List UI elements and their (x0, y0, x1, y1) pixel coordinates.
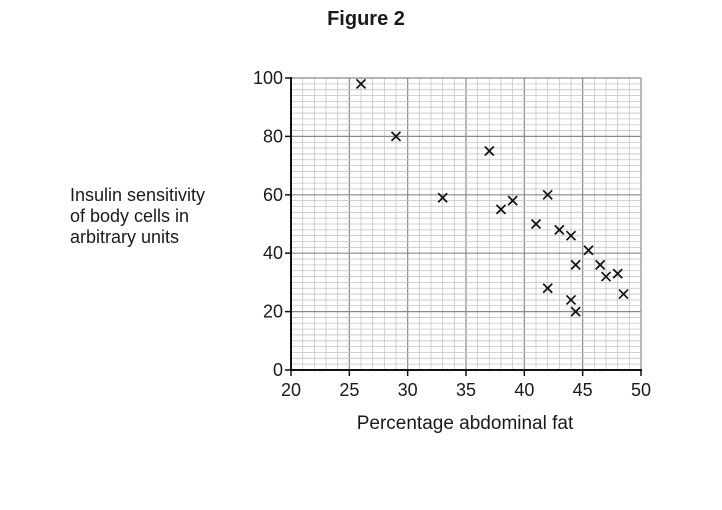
x-tick-label: 40 (514, 380, 534, 400)
data-point (495, 204, 507, 215)
y-tick-label: 40 (263, 243, 283, 263)
data-point (507, 195, 518, 206)
data-point (570, 306, 581, 317)
data-point (583, 245, 594, 256)
x-tick-label: 45 (573, 380, 593, 400)
data-point (618, 288, 629, 300)
x-tick-label: 30 (398, 380, 418, 400)
data-point (600, 271, 612, 282)
data-point (570, 259, 581, 270)
data-point (542, 189, 553, 200)
y-tick-label: 0 (273, 360, 283, 380)
y-axis-label: Insulin sensitivity of body cells in arb… (70, 185, 260, 248)
data-point (565, 230, 577, 241)
y-tick-label: 20 (263, 302, 283, 322)
y-axis-label-line: of body cells in (70, 206, 190, 226)
data-point (355, 78, 367, 89)
data-point (390, 131, 402, 142)
data-points (355, 78, 629, 317)
y-tick-label: 80 (263, 126, 283, 146)
y-tick-label: 60 (263, 185, 283, 205)
data-point (595, 259, 606, 270)
x-axis-label: Percentage abdominal fat (356, 413, 574, 434)
data-point (612, 268, 623, 279)
data-point (484, 145, 495, 157)
data-point (530, 218, 542, 230)
figure-title: Figure 2 (327, 8, 405, 30)
data-point (565, 294, 577, 306)
data-point (542, 283, 553, 294)
x-tick-label: 20 (281, 380, 301, 400)
data-point (554, 224, 565, 235)
x-tick-label: 25 (339, 380, 359, 400)
data-point (437, 192, 448, 203)
y-tick-label: 100 (253, 68, 283, 88)
chart-axes (285, 77, 642, 376)
x-tick-label: 35 (456, 380, 476, 400)
chart-grid (290, 77, 642, 371)
y-axis-label-line: arbitrary units (70, 227, 180, 247)
x-tick-label: 50 (631, 380, 651, 400)
y-axis-label-line: Insulin sensitivity (70, 185, 206, 205)
